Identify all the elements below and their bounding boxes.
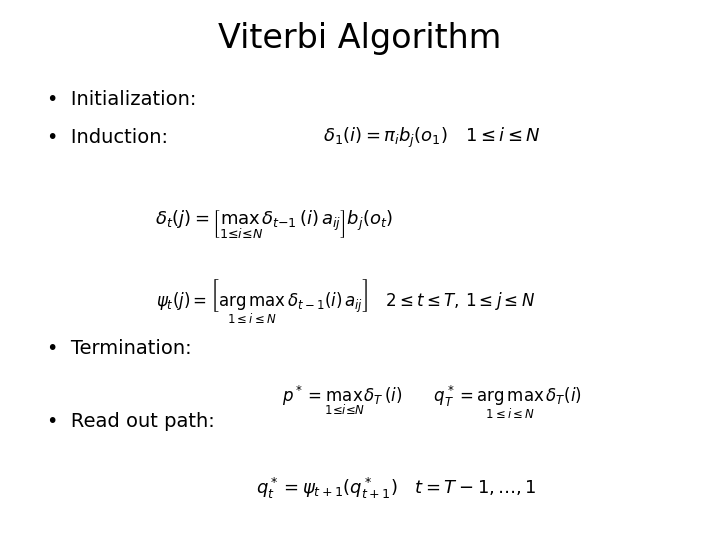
Text: $p^* = \max_{1 \leq i \leq N} \delta_T(i) \qquad q_T^* = \underset{1 \leq i \leq: $p^* = \max_{1 \leq i \leq N} \delta_T(i… (282, 384, 582, 421)
Text: •  Termination:: • Termination: (47, 339, 192, 358)
Text: •  Induction:: • Induction: (47, 128, 168, 147)
Text: •  Initialization:: • Initialization: (47, 90, 196, 110)
Text: $\delta_t(j) = \left[\max_{1 \leq i \leq N} \delta_{t-1}(i)\, a_{ij}\right] b_j(: $\delta_t(j) = \left[\max_{1 \leq i \leq… (155, 208, 392, 240)
Text: $\delta_1(i) = \pi_i b_j(o_1) \quad 1 \leq i \leq N$: $\delta_1(i) = \pi_i b_j(o_1) \quad 1 \l… (323, 126, 541, 150)
Text: $\psi_t(j) = \left[\underset{1 \leq i \leq N}{\arg\max}\, \delta_{t-1}(i)\, a_{i: $\psi_t(j) = \left[\underset{1 \leq i \l… (156, 278, 535, 327)
Text: $q_t^* = \psi_{t+1}(q_{t+1}^*) \quad t = T-1,\ldots,1$: $q_t^* = \psi_{t+1}(q_{t+1}^*) \quad t =… (256, 476, 536, 501)
Text: •  Read out path:: • Read out path: (47, 411, 215, 431)
Text: Viterbi Algorithm: Viterbi Algorithm (218, 22, 502, 55)
